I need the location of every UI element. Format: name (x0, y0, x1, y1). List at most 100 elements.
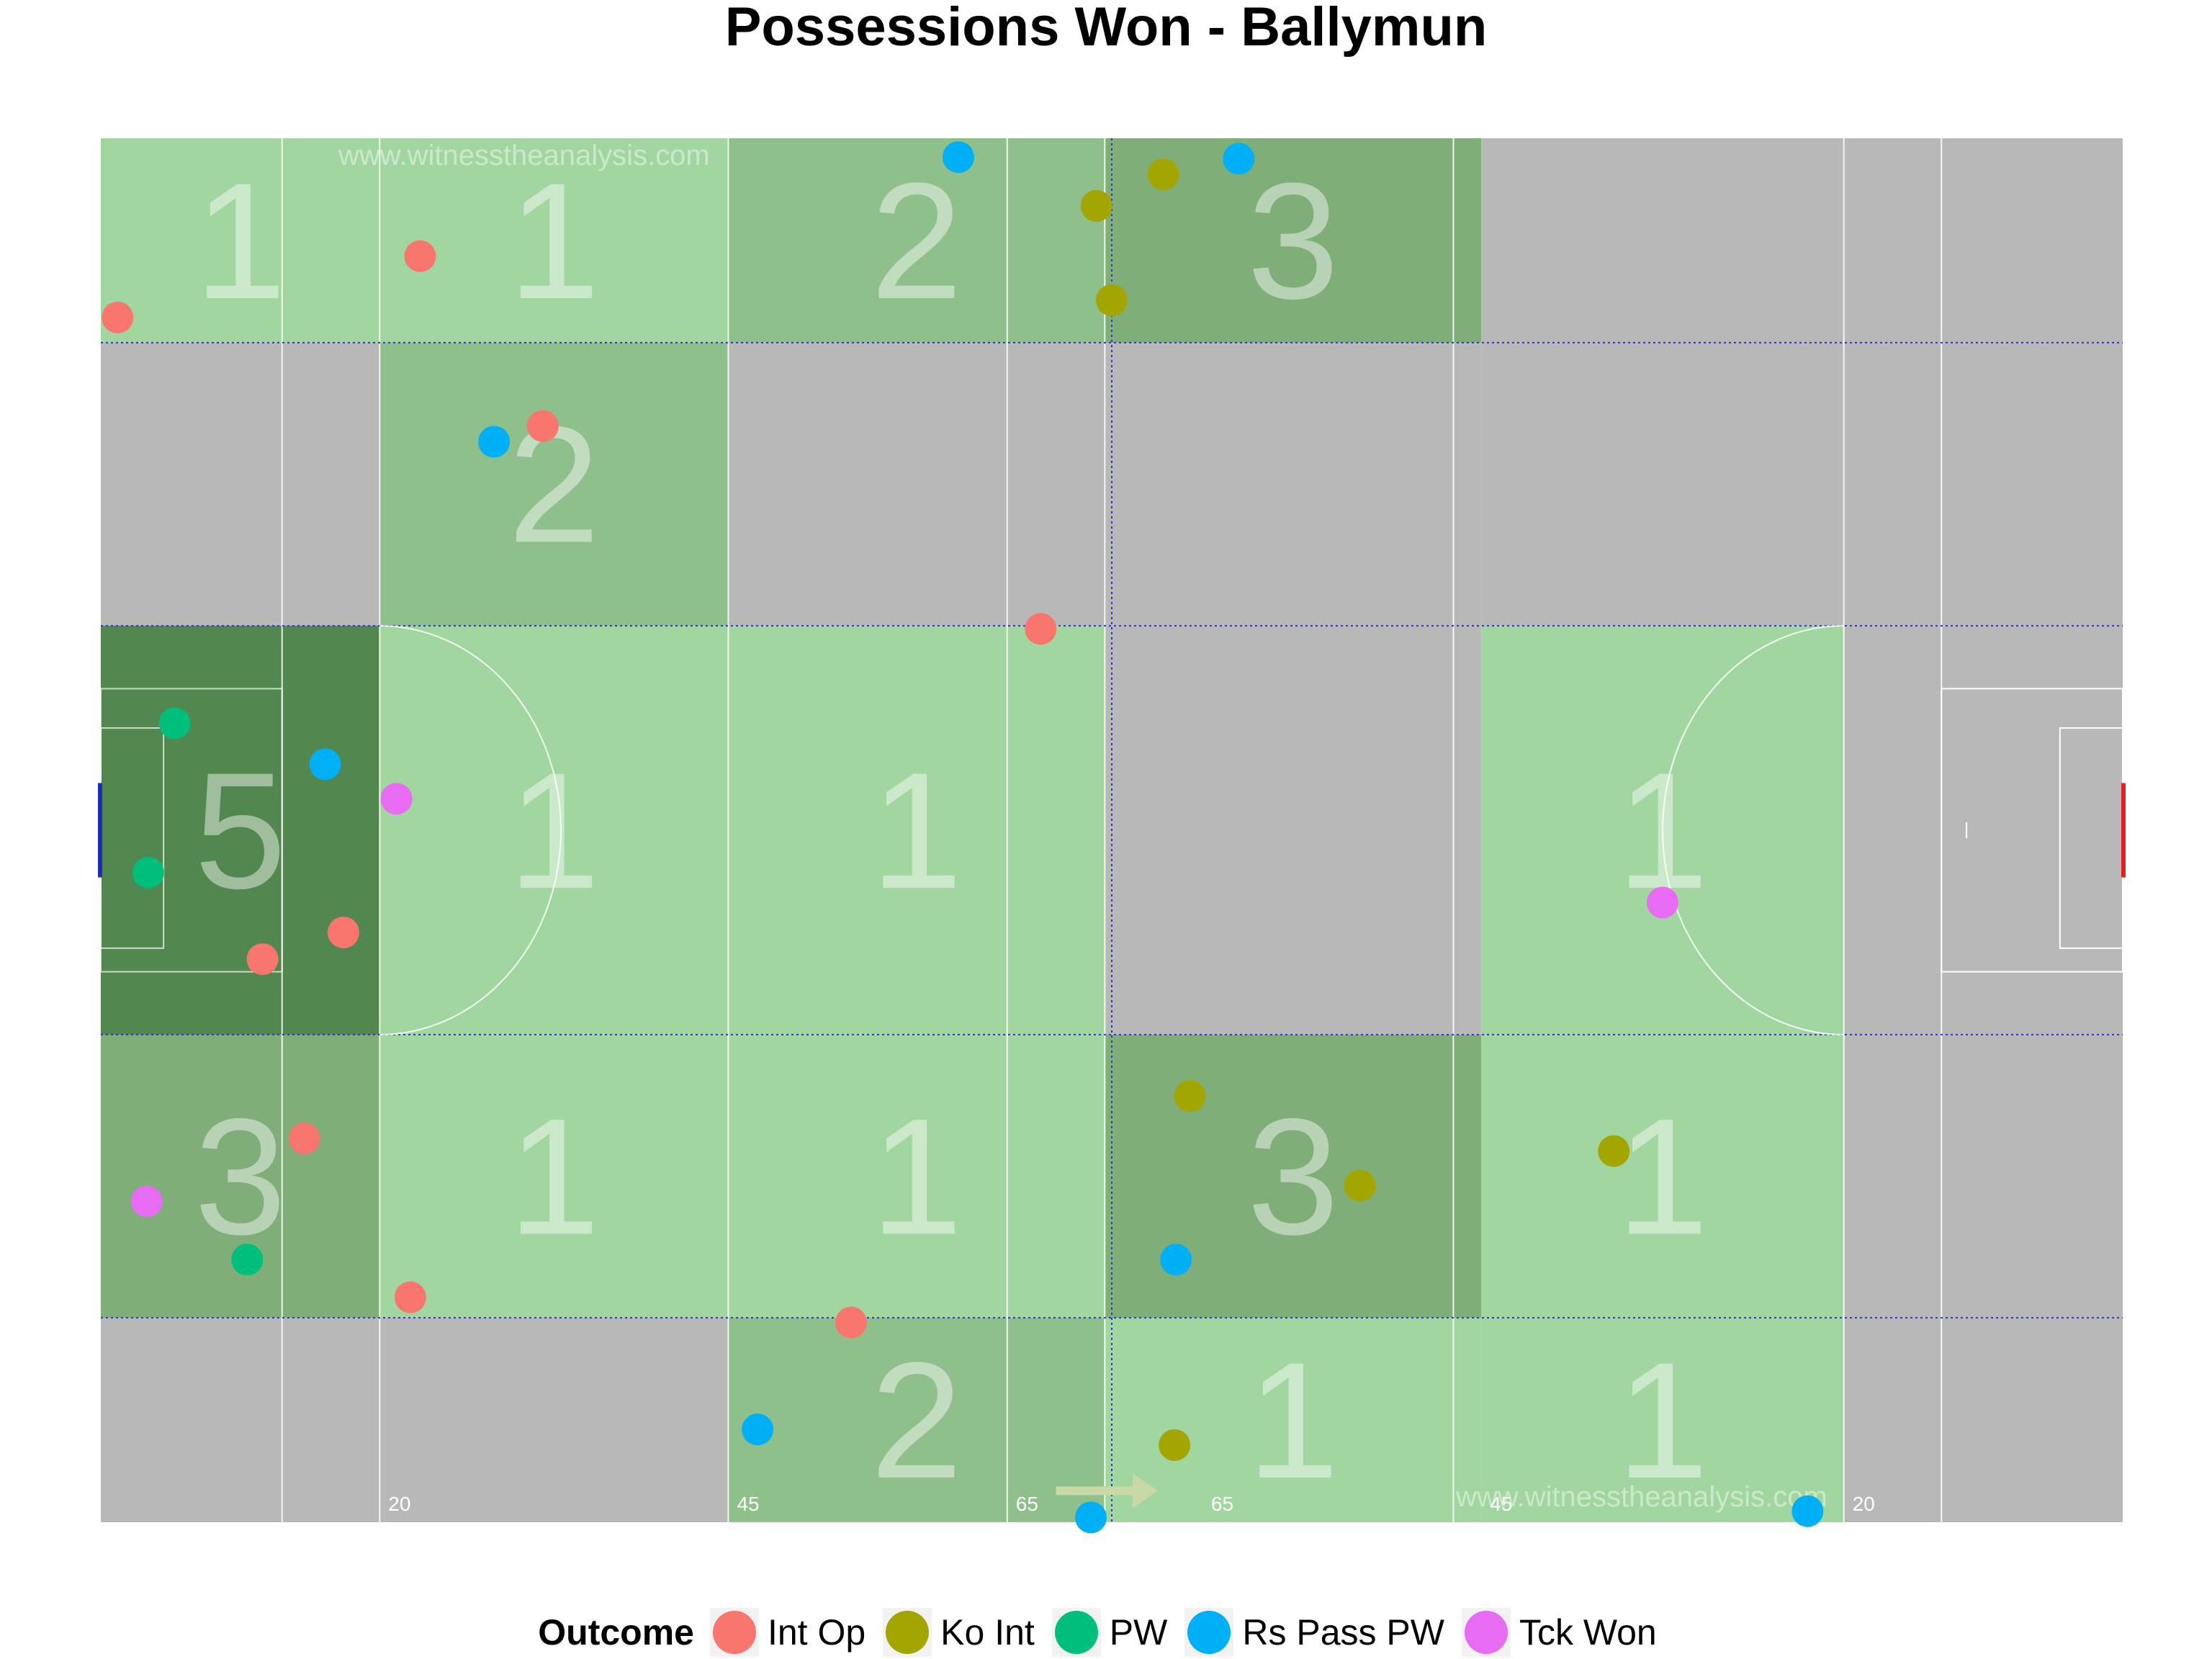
zone-r0-c5 (1843, 138, 2123, 343)
legend-dot (1054, 1611, 1098, 1654)
zone-r4-c5 (1843, 1318, 2123, 1522)
point-rs-pass-pw (742, 1413, 774, 1446)
legend-item: PW (1051, 1608, 1168, 1657)
point-ko-int (1598, 1135, 1630, 1167)
arc-right (1662, 625, 1844, 1035)
legend-title: Outcome (538, 1612, 694, 1653)
point-rs-pass-pw (309, 748, 341, 781)
legend-label: Int Op (767, 1612, 866, 1653)
point-ko-int (1080, 189, 1112, 222)
zone-r1-c5 (1843, 342, 2123, 626)
distance-mark: 65 (1016, 1493, 1038, 1515)
legend-key (1051, 1608, 1101, 1657)
point-rs-pass-pw (1160, 1244, 1192, 1276)
legend-label: PW (1109, 1612, 1168, 1653)
point-tck-won (1646, 886, 1678, 919)
point-rs-pass-pw (1074, 1501, 1107, 1534)
point-pw (231, 1244, 264, 1276)
zone-r0-c1 (379, 138, 729, 343)
zone-r3-c1 (379, 1034, 729, 1318)
legend-key (1461, 1608, 1511, 1657)
zone-r1-c0 (101, 342, 380, 626)
arc-left (379, 625, 562, 1035)
goal-right (2121, 783, 2126, 878)
distance-mark: 45 (1490, 1493, 1512, 1515)
zone-count-label: 3 (1247, 1084, 1339, 1269)
legend: Outcome Int Op Ko Int PW Rs Pass PW Tck Won (0, 1607, 2212, 1658)
zone-count-label: 1 (1617, 1328, 1709, 1513)
legend-label: Ko Int (940, 1612, 1035, 1653)
zone-r0-c2 (728, 138, 1105, 343)
legend-item: Tck Won (1461, 1608, 1657, 1657)
pitch-lines (98, 138, 2126, 1522)
point-tck-won (380, 783, 413, 815)
zone-r4-c3 (1105, 1318, 1482, 1522)
point-ko-int (1096, 284, 1128, 316)
zone-r1-c2 (728, 342, 1105, 626)
zone-r4-c0 (101, 1318, 380, 1522)
legend-item: Rs Pass PW (1184, 1608, 1444, 1657)
zone-count-label: 3 (1247, 148, 1339, 333)
zone-count-label: 2 (871, 148, 963, 333)
point-rs-pass-pw (942, 141, 974, 174)
zone-r0-c0 (101, 138, 380, 343)
zone-count-label: 1 (1247, 1328, 1339, 1513)
point-pw (132, 856, 164, 889)
legend-item: Int Op (709, 1608, 866, 1657)
point-ko-int (1159, 1429, 1191, 1461)
zone-count-label: 1 (871, 1084, 963, 1269)
zone-count-label: 2 (871, 1328, 963, 1513)
zone-r2-c5 (1843, 626, 2123, 1035)
point-int-op (526, 410, 559, 442)
zone-count-label: 1 (194, 148, 287, 333)
legend-item: Ko Int (883, 1608, 1035, 1657)
point-int-op (246, 943, 279, 976)
distance-mark: 20 (1853, 1493, 1875, 1515)
point-ko-int (1344, 1169, 1376, 1202)
zone-count-layer: 1 1 2 325 1 1 13 1 1 3 12 1 1 (194, 148, 1709, 1513)
distance-mark: 20 (388, 1493, 410, 1515)
distance-mark: 45 (737, 1493, 759, 1515)
watermark-top: www.witnesstheanalysis.com (338, 140, 710, 171)
point-ko-int (1147, 158, 1179, 191)
chart-title: Possessions Won - Ballymun (724, 0, 1488, 58)
zone-r2-c1 (379, 626, 729, 1035)
zone-r1-c4 (1481, 342, 1844, 626)
point-int-op (404, 240, 436, 272)
points-layer (102, 141, 1824, 1534)
zone-r2-c2 (728, 626, 1105, 1035)
watermark-bottom: www.witnesstheanalysis.com (1455, 1481, 1827, 1513)
zone-count-label: 1 (508, 738, 600, 923)
zone-r4-c2 (728, 1318, 1105, 1522)
zone-count-label: 3 (194, 1084, 287, 1269)
zone-r0-c4 (1481, 138, 1844, 343)
zone-count-label: 1 (508, 148, 600, 333)
point-int-op (394, 1281, 426, 1313)
legend-label: Rs Pass PW (1242, 1612, 1444, 1653)
zone-r1-c3 (1105, 342, 1482, 626)
zone-r3-c2 (728, 1034, 1105, 1318)
zone-count-label: 1 (508, 1084, 600, 1269)
zone-count-label: 5 (194, 738, 287, 923)
point-rs-pass-pw (1223, 143, 1255, 175)
point-int-op (102, 301, 134, 333)
legend-dot (886, 1611, 930, 1654)
legend-key (1184, 1608, 1234, 1657)
legend-label: Tck Won (1519, 1612, 1657, 1653)
zone-r3-c5 (1843, 1034, 2123, 1318)
point-int-op (288, 1123, 320, 1155)
zone-count-label: 1 (1617, 1084, 1709, 1269)
zone-layer (101, 138, 2123, 1522)
point-int-op (1025, 613, 1057, 645)
direction-arrow-head (1133, 1473, 1158, 1509)
pitch-distance-labels: 20 45 65 65 45 20 (388, 1493, 1875, 1515)
point-tck-won (130, 1185, 163, 1218)
zone-r1-c1 (379, 342, 729, 626)
zone-count-label: 1 (871, 738, 963, 923)
zone-r3-c4 (1481, 1034, 1844, 1318)
point-pw (158, 707, 191, 739)
distance-mark: 65 (1211, 1493, 1233, 1515)
point-int-op (327, 916, 359, 948)
